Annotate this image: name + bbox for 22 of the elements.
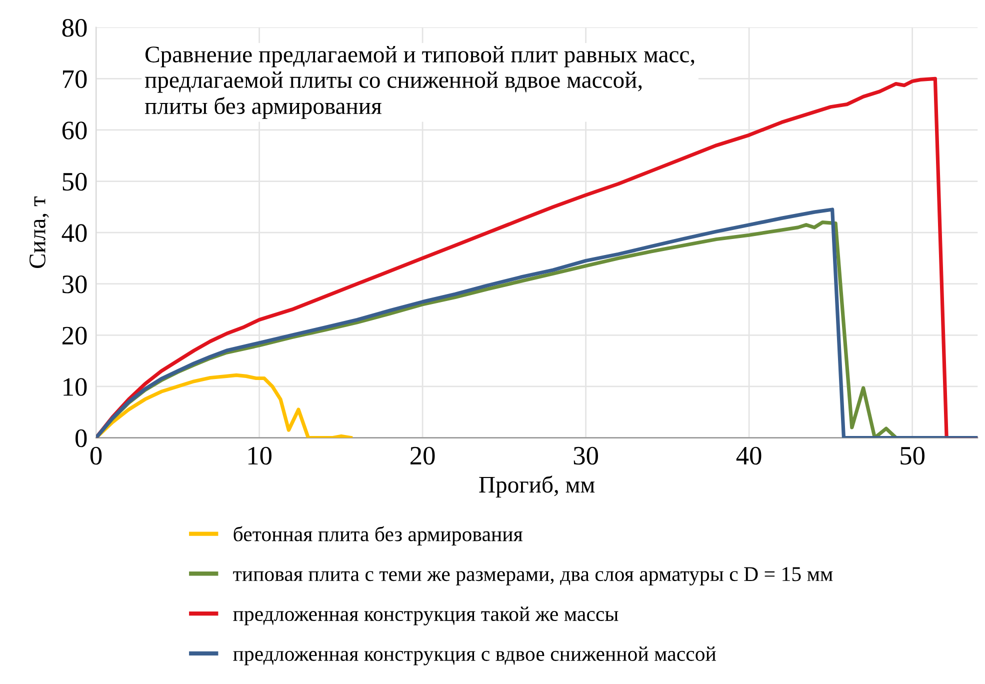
x-tick-label: 0: [90, 446, 102, 465]
legend-label: типовая плита с теми же размерами, два слоя арматуры с D = 15 мм: [233, 567, 833, 586]
text: Сравнение предлагаемой и типовой плит равных масс, предлагаемой плиты со сниженной вдвое массой, плиты без армирования: [144, 46, 694, 119]
legend-label: бетонная плита без армирования: [234, 526, 523, 546]
y-tick-label: 10: [64, 378, 87, 396]
y-tick-label: 20: [62, 326, 87, 345]
y-tick-label: 0: [76, 429, 87, 448]
y-axis-title: Сила, т: [30, 196, 49, 268]
y-tick-label: 70: [63, 70, 87, 88]
y-tick-label: 50: [62, 172, 87, 191]
y-tick-label: 30: [62, 275, 87, 294]
x-tick-label: 50: [900, 446, 924, 465]
x-axis-title: Прогиб, мм: [479, 476, 595, 498]
x-tick-label: 20: [410, 446, 435, 465]
legend-label: предложенная конструкция такой же массы: [233, 606, 618, 626]
y-tick-label: 40: [62, 224, 87, 242]
y-tick-label: 80: [62, 18, 87, 37]
x-tick-label: 10: [248, 446, 272, 465]
x-tick-label: 40: [736, 446, 762, 465]
y-tick-label: 60: [62, 122, 87, 140]
x-tick-label: 30: [574, 446, 598, 465]
legend-label: предложенная конструкция с вдвое сниженной массой: [233, 646, 716, 666]
